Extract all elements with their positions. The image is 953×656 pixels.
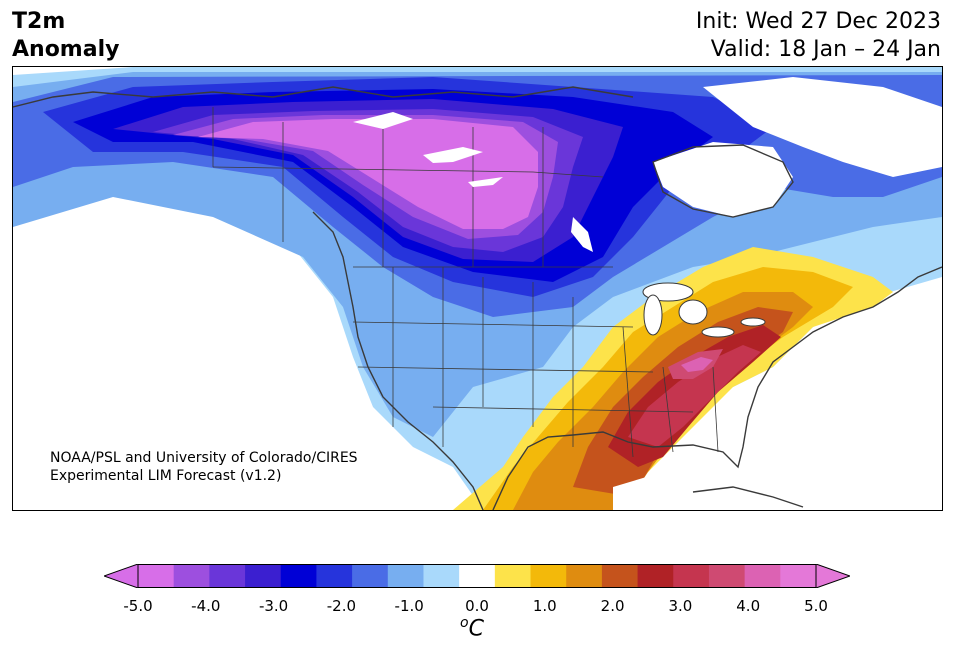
colorbar-tick-label: 2.0	[600, 597, 625, 615]
colorbar-bin	[566, 564, 603, 588]
colorbar-tick-label: 1.0	[532, 597, 557, 615]
colorbar-bin	[708, 564, 746, 588]
colorbar-under-extension	[104, 564, 139, 588]
anomaly-region-plus4	[681, 357, 713, 372]
colorbar-bin	[245, 564, 282, 588]
colorbar-bin	[316, 564, 353, 588]
colorbar-tick-labels: -5.0 -4.0 -3.0 -2.0 -1.0 0.0 1.0 2.0 3.0 4.0 5.0	[0, 597, 953, 617]
colorbar-tick-label: 5.0	[804, 597, 828, 615]
colorbar-unit-label: oC	[460, 615, 484, 641]
colorbar-tick-label: -3.0	[258, 597, 289, 615]
colorbar-bin	[780, 564, 817, 588]
colorbar-tick-label: -4.0	[191, 597, 221, 615]
colorbar-tick-label: -2.0	[326, 597, 357, 615]
colorbar-bin	[601, 564, 639, 588]
title-line-1: T2m	[12, 9, 66, 34]
canadian-lakes	[353, 112, 593, 252]
colorbar-over-extension	[815, 564, 850, 588]
colorbar-bin	[530, 564, 567, 588]
colorbar-bin	[423, 564, 460, 588]
unit-base: C	[468, 616, 484, 642]
colorbar-bin	[352, 564, 389, 588]
colorbar-bin	[209, 564, 246, 588]
unit-prefix: o	[460, 615, 469, 631]
colorbar	[104, 564, 850, 588]
anomaly-map: NOAA/PSL and University of Colorado/CIRE…	[12, 66, 943, 511]
hudson-bay	[653, 142, 793, 217]
gulf-of-mexico	[613, 472, 733, 510]
political-borders	[212, 107, 719, 458]
colorbar-bin	[280, 564, 317, 588]
map-title: T2m Anomaly	[12, 8, 119, 64]
colorbar-border	[137, 564, 817, 588]
credit-line-1: NOAA/PSL and University of Colorado/CIRE…	[50, 450, 358, 466]
colorbar-bin	[387, 564, 424, 588]
colorbar-bin	[173, 564, 210, 588]
map-canvas	[13, 67, 942, 510]
colorbar-tick-label: 4.0	[736, 597, 761, 615]
init-date: Init: Wed 27 Dec 2023	[695, 9, 941, 34]
valid-range: Valid: 18 Jan – 24 Jan	[710, 37, 941, 62]
colorbar-bin	[637, 564, 674, 588]
colorbar-tick-label: -1.0	[394, 597, 424, 615]
anomaly-region-plus3	[628, 345, 761, 447]
colorbar-tick-label: -5.0	[123, 597, 153, 615]
colorbar-bin	[459, 564, 496, 588]
title-line-2: Anomaly	[12, 37, 120, 62]
colorbar-tick-label: 0.0	[465, 597, 489, 615]
credit-text: NOAA/PSL and University of Colorado/CIRE…	[50, 449, 358, 485]
anomaly-region-minus5	[198, 119, 538, 229]
colorbar-tick-label: 3.0	[668, 597, 693, 615]
colorbar-bin	[744, 564, 781, 588]
colorbar-bin	[138, 564, 175, 588]
greenland-area	[703, 77, 942, 177]
forecast-dates: Init: Wed 27 Dec 2023 Valid: 18 Jan – 24…	[696, 8, 941, 64]
great-lakes	[642, 282, 766, 338]
colorbar-bin	[494, 564, 532, 588]
credit-line-2: Experimental LIM Forecast (v1.2)	[50, 468, 282, 484]
colorbar-bin	[673, 564, 710, 588]
